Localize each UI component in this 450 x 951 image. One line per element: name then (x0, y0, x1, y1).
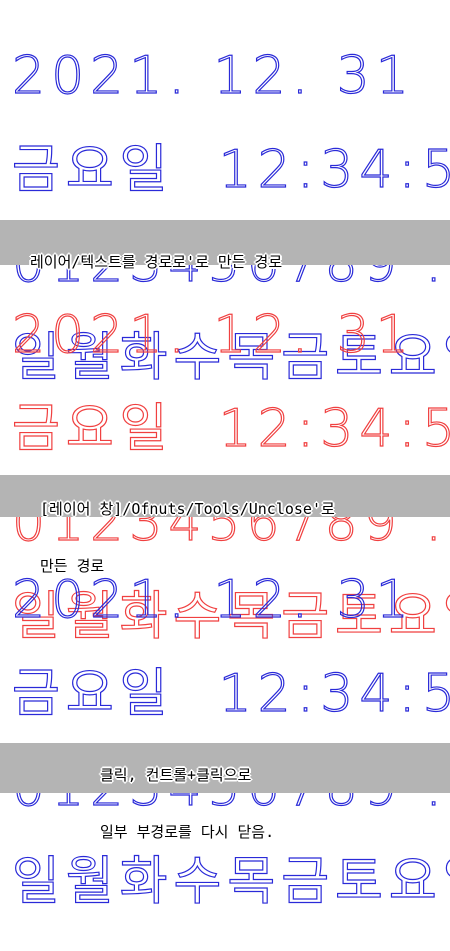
outline-date-line: 2021. 12. 31 (11, 46, 415, 106)
caption-bar (0, 220, 450, 265)
outline-weekdays-line: 일월화수목금토요일 (11, 328, 450, 388)
caption-line: 만든 경로 (40, 557, 105, 575)
outline-day-time-line: 금요일 12:34:56 (11, 399, 450, 459)
caption-text: 레이어/텍스트를 경로로'로 만든 경로 (30, 215, 282, 310)
outline-text-block: 2021. 12. 31 금요일 12:34:56 0123456789 .:/… (11, 277, 450, 685)
panel-text-to-path: 2021. 12. 31 금요일 12:34:56 0123456789 .:/… (0, 0, 450, 385)
caption-text: [레이어 창]/Ofnuts/Tools/Unclose'로 만든 경로 (40, 462, 335, 614)
caption-line: 레이어/텍스트를 경로로'로 만든 경로 (30, 253, 283, 271)
caption-line: 일부 부경로를 다시 닫음. (100, 823, 275, 841)
caption-text: 클릭, 컨트롤+클릭으로 일부 부경로를 다시 닫음. (100, 728, 274, 880)
outline-weekdays-line: 일월화수목금토요일 (11, 587, 450, 647)
outline-day-time-line: 금요일 12:34:56 (11, 664, 450, 724)
outline-day-time-line: 금요일 12:34:56 (11, 140, 450, 200)
panel-unclose-path: 2021. 12. 31 금요일 12:34:56 0123456789 .:/… (0, 265, 450, 644)
caption-line: 클릭, 컨트롤+클릭으로 (100, 766, 252, 784)
outline-date-line: 2021. 12. 31 (11, 570, 415, 630)
caption-line: [레이어 창]/Ofnuts/Tools/Unclose'로 (40, 500, 335, 518)
outline-date-line: 2021. 12. 31 (11, 305, 415, 365)
caption-bar (0, 475, 450, 517)
caption-bar (0, 743, 450, 793)
panel-reclosed-path: 2021. 12. 31 금요일 12:34:56 0123456789 .:/… (0, 530, 450, 909)
